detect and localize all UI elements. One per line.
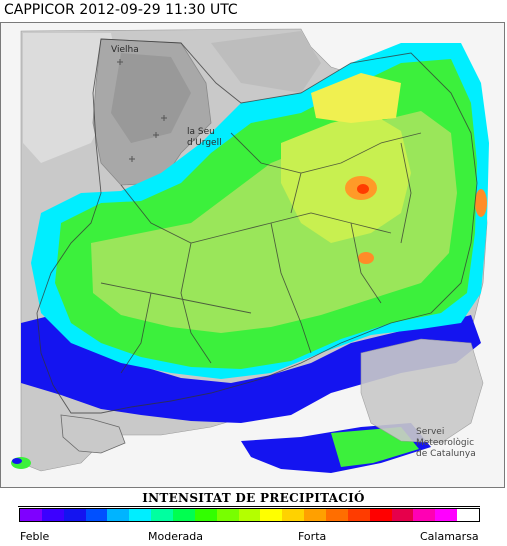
- place-label-vielha: Vielha: [111, 45, 139, 55]
- legend-label-moderada: Moderada: [148, 530, 203, 543]
- legend-title: INTENSITAT DE PRECIPITACIÓ: [142, 491, 365, 505]
- legend-swatch-3: [85, 509, 108, 521]
- comarca-border: [100, 282, 252, 314]
- precip-outer-blue: [21, 313, 481, 423]
- place-label-la-seu: la Seu: [187, 127, 215, 137]
- precip-spot: [12, 458, 22, 464]
- comarca-border: [120, 184, 392, 244]
- radar-map-canvas: [1, 23, 504, 487]
- legend-swatch-14: [326, 509, 348, 521]
- precipitation-legend: INTENSITAT DE PRECIPITACIÓ Feble Moderad…: [0, 488, 507, 546]
- terrain-patch: [211, 31, 321, 93]
- legend-swatch-6: [151, 509, 174, 521]
- legend-swatch-17: [391, 509, 414, 521]
- legend-swatch-0: [20, 509, 42, 521]
- precip-yellow-green: [281, 113, 411, 243]
- legend-swatch-18: [413, 509, 436, 521]
- map-title: CAPPICOR 2012-09-29 11:30 UTC: [4, 2, 238, 18]
- legend-label-forta: Forta: [298, 530, 327, 543]
- legend-label-calamarsa: Calamarsa: [420, 530, 479, 543]
- catalonia-border: [36, 38, 478, 414]
- comarca-border: [290, 172, 302, 214]
- precip-cell-orange: [358, 252, 374, 264]
- legend-swatch-8: [194, 509, 217, 521]
- credit-line-2: Meteorològic: [416, 438, 475, 448]
- legend-swatch-10: [238, 509, 261, 521]
- legend-swatch-15: [347, 509, 370, 521]
- map-header: CAPPICOR 2012-09-29 11:30 UTC: [0, 0, 507, 22]
- comarca-border: [180, 242, 212, 364]
- place-label-durgell: d'Urgell: [187, 138, 222, 148]
- credit-line-1: Servei: [416, 427, 445, 437]
- legend-swatch-12: [282, 509, 305, 521]
- precip-cell-orange: [475, 189, 487, 217]
- legend-swatch-19: [435, 509, 458, 521]
- legend-swatch-2: [63, 509, 86, 521]
- comarca-border: [350, 222, 382, 304]
- legend-swatch-20: [457, 509, 480, 521]
- legend-swatch-1: [41, 509, 64, 521]
- legend-swatch-9: [216, 509, 239, 521]
- legend-color-scale: [19, 508, 480, 522]
- balearic-coast: [360, 338, 484, 444]
- legend-swatch-7: [173, 509, 195, 521]
- radar-map[interactable]: Vielha la Seu d'Urgell Servei Meteorològ…: [0, 22, 505, 488]
- legend-divider: [18, 506, 480, 507]
- region-borders: [36, 38, 478, 414]
- legend-swatch-16: [369, 509, 392, 521]
- precip-yellow: [311, 73, 401, 123]
- aran-ridge: [111, 53, 191, 143]
- legend-swatch-11: [260, 509, 283, 521]
- precip-cell-red: [357, 184, 369, 194]
- comarca-border: [270, 222, 312, 354]
- legend-label-feble: Feble: [20, 530, 50, 543]
- comarca-border: [120, 292, 152, 374]
- legend-swatch-5: [129, 509, 152, 521]
- legend-swatch-4: [107, 509, 130, 521]
- comarca-border: [230, 132, 422, 174]
- credit-line-3: de Catalunya: [416, 449, 476, 459]
- ebre-delta: [60, 414, 126, 454]
- legend-swatch-13: [304, 509, 327, 521]
- comarca-border: [400, 142, 412, 244]
- town-markers: [117, 59, 167, 162]
